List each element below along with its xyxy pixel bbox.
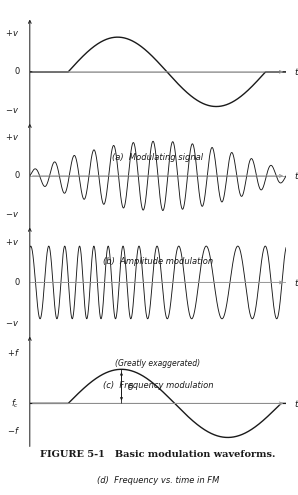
Text: $-v$: $-v$ (5, 106, 20, 115)
Text: $\delta$: $\delta$ (127, 381, 134, 392)
Text: $t$: $t$ (294, 398, 298, 409)
Text: (c)  Frequency modulation: (c) Frequency modulation (103, 381, 213, 390)
Text: $f_c$: $f_c$ (11, 397, 20, 410)
Text: $+f$: $+f$ (7, 346, 20, 358)
Text: $t$: $t$ (294, 277, 298, 288)
Text: 0: 0 (14, 278, 20, 287)
Text: (Greatly exaggerated): (Greatly exaggerated) (115, 359, 201, 368)
Text: 0: 0 (14, 67, 20, 76)
Text: $t$: $t$ (294, 170, 298, 181)
Text: $-v$: $-v$ (5, 319, 20, 328)
Text: FIGURE 5-1   Basic modulation waveforms.: FIGURE 5-1 Basic modulation waveforms. (40, 450, 276, 459)
Text: 0: 0 (14, 171, 20, 180)
Text: (a)  Modulating signal: (a) Modulating signal (112, 153, 204, 162)
Text: (b)  Amplitude modulation: (b) Amplitude modulation (103, 257, 213, 266)
Text: $+v$: $+v$ (5, 237, 20, 247)
Text: (d)  Frequency vs. time in FM: (d) Frequency vs. time in FM (97, 477, 219, 486)
Text: $+v$: $+v$ (5, 28, 20, 38)
Text: $t$: $t$ (294, 66, 298, 77)
Text: $-f$: $-f$ (7, 425, 20, 436)
Text: $+v$: $+v$ (5, 132, 20, 142)
Text: $-v$: $-v$ (5, 210, 20, 219)
